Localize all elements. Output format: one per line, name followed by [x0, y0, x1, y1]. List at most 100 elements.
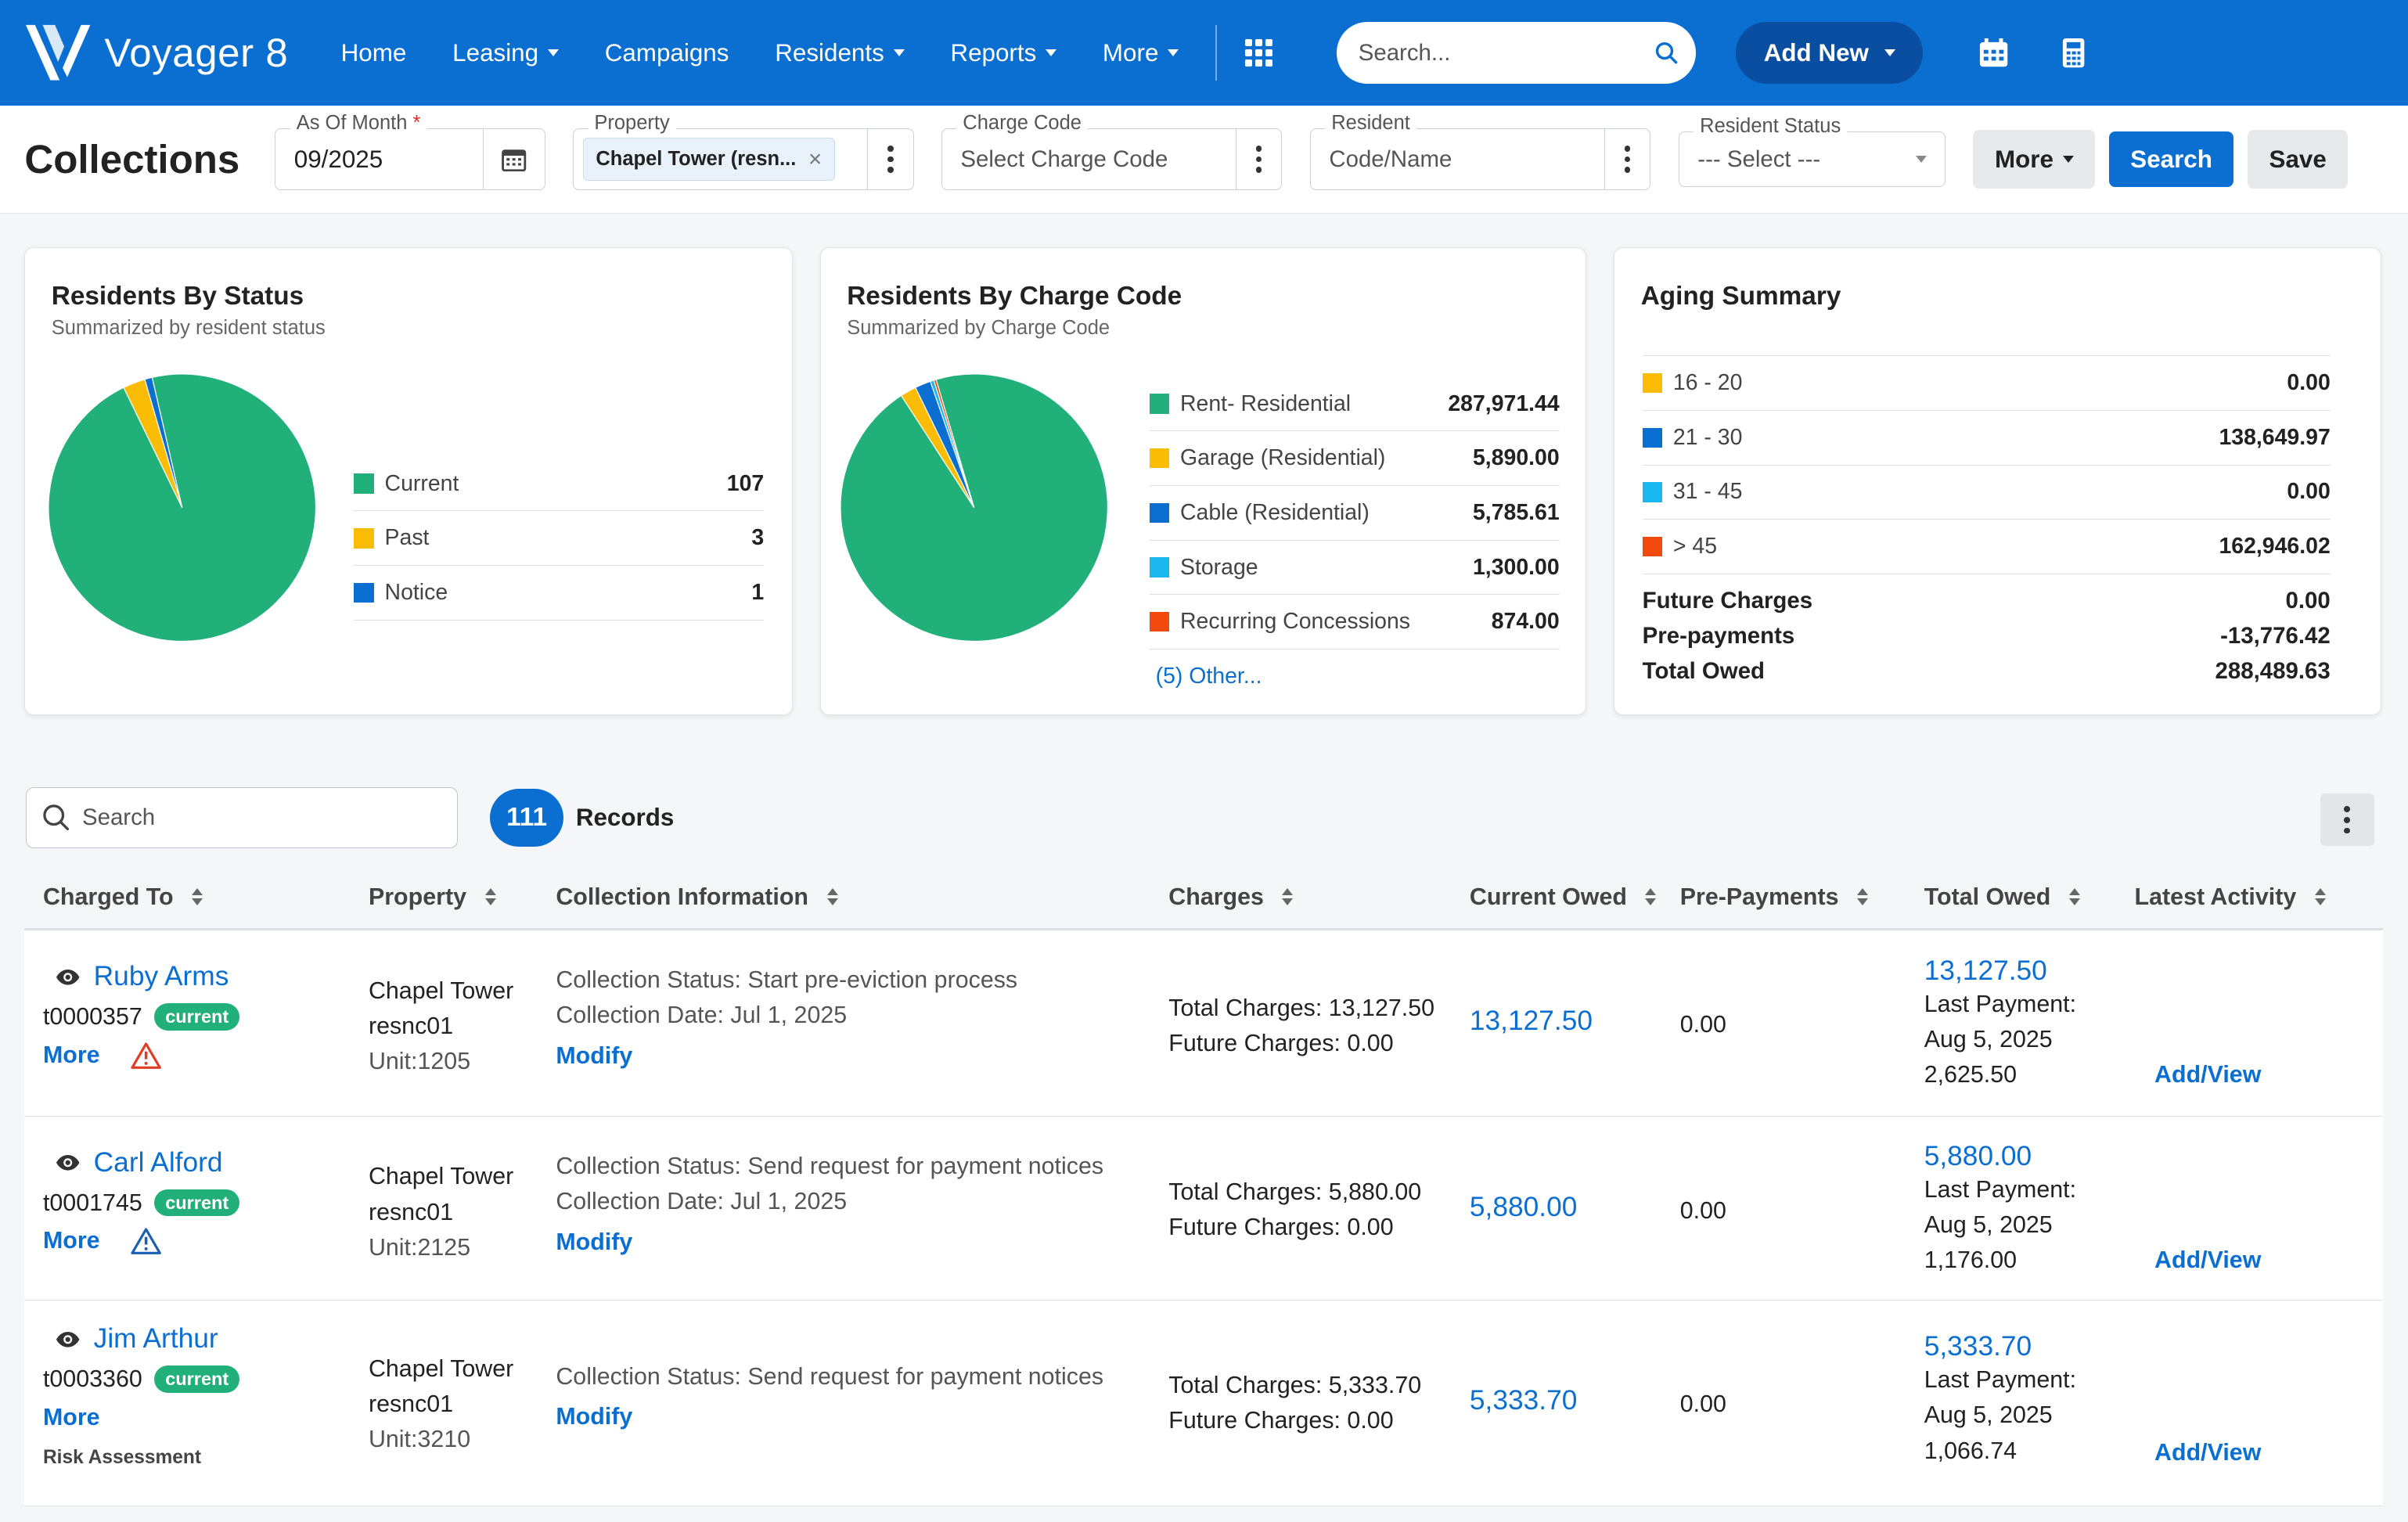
apps-grid-icon[interactable]: [1244, 39, 1272, 67]
nav-leasing[interactable]: Leasing: [452, 39, 559, 67]
col-total-owed[interactable]: Total Owed: [1924, 883, 2135, 911]
legend-value: 874.00: [1491, 609, 1560, 635]
resident-name-link[interactable]: Carl Alford: [56, 1147, 369, 1178]
date-picker-button[interactable]: [483, 129, 544, 189]
col-property[interactable]: Property: [369, 883, 556, 911]
resident-status-select[interactable]: --- Select ---: [1678, 131, 1946, 187]
caret-down-icon: [547, 49, 559, 56]
warning-icon[interactable]: [131, 1227, 161, 1255]
search-icon[interactable]: [1655, 40, 1678, 66]
col-charges[interactable]: Charges: [1168, 883, 1470, 911]
resident-input[interactable]: Code/Name: [1329, 146, 1452, 172]
aging-row: > 45 162,946.02: [1642, 520, 2331, 574]
legend-value: 5,785.61: [1472, 499, 1560, 525]
current-owed-cell: 5,333.70: [1470, 1301, 1680, 1506]
current-owed-link[interactable]: 5,333.70: [1469, 1384, 1578, 1416]
caret-down-icon: [1168, 49, 1179, 56]
table-header: Charged To Property Collection Informati…: [24, 866, 2384, 931]
nav-divider: [1215, 25, 1218, 81]
other-charge-codes-link[interactable]: (5) Other...: [1155, 663, 1262, 689]
add-new-button[interactable]: Add New: [1736, 22, 1923, 84]
total-charges: Total Charges: 5,333.70: [1168, 1372, 1422, 1399]
resident-name-link[interactable]: Ruby Arms: [56, 961, 369, 992]
status-badge: current: [154, 1189, 239, 1217]
charged-to-cell: Ruby Arms t0000357 current More: [24, 930, 369, 1115]
nav-home[interactable]: Home: [341, 39, 407, 67]
more-filters-button[interactable]: More: [1973, 130, 2096, 189]
card-subtitle: Summarized by resident status: [51, 317, 326, 340]
col-current-owed[interactable]: Current Owed: [1470, 883, 1680, 911]
caret-down-icon: [1884, 49, 1895, 56]
eye-icon[interactable]: [56, 1153, 80, 1172]
brand-logo[interactable]: Voyager 8: [24, 22, 316, 83]
total-owed-link[interactable]: 5,880.00: [1924, 1140, 2032, 1171]
charge-code-input[interactable]: Select Charge Code: [960, 146, 1168, 172]
status-pie-chart: [48, 373, 316, 642]
resident-name: Carl Alford: [93, 1146, 223, 1178]
nav-more[interactable]: More: [1103, 39, 1179, 67]
table-options-button[interactable]: [2320, 793, 2374, 847]
add-view-link[interactable]: Add/View: [2154, 1060, 2262, 1088]
nav-residents[interactable]: Residents: [775, 39, 905, 67]
aging-label: 16 - 20: [1672, 370, 1743, 396]
col-latest-activity[interactable]: Latest Activity: [2135, 883, 2381, 911]
table-search[interactable]: [26, 786, 458, 849]
global-search[interactable]: [1337, 22, 1697, 84]
as-of-month-input[interactable]: 09/2025: [293, 145, 383, 173]
property-chip[interactable]: Chapel Tower (resn... ×: [582, 138, 835, 182]
nav-reports[interactable]: Reports: [950, 39, 1057, 67]
sort-icon: [1857, 888, 1869, 905]
legend-swatch: [354, 473, 374, 494]
modify-link[interactable]: Modify: [556, 1042, 633, 1070]
warning-icon[interactable]: [131, 1042, 161, 1069]
search-button[interactable]: Search: [2108, 131, 2234, 187]
last-payment-label: Last Payment:: [1924, 1175, 2077, 1203]
charge-code-label: Charge Code: [956, 111, 1088, 135]
kebab-icon: [2344, 806, 2351, 834]
table-search-input[interactable]: [81, 804, 442, 831]
card-title: Aging Summary: [1640, 282, 1841, 311]
last-payment-label: Last Payment:: [1924, 1366, 2077, 1394]
col-charged-to[interactable]: Charged To: [24, 883, 369, 911]
global-search-input[interactable]: [1358, 39, 1655, 67]
nav-campaigns[interactable]: Campaigns: [605, 39, 729, 67]
save-button[interactable]: Save: [2248, 130, 2349, 189]
legend-label: Notice: [384, 579, 448, 605]
resident-status-field: Resident Status --- Select ---: [1678, 114, 1946, 187]
current-owed-link[interactable]: 5,880.00: [1469, 1191, 1578, 1222]
legend-swatch: [354, 582, 374, 603]
resident-options-button[interactable]: [1604, 129, 1650, 189]
legend-value: 3: [751, 525, 765, 551]
charge-code-options-button[interactable]: [1235, 129, 1282, 189]
col-collection-info[interactable]: Collection Information: [556, 883, 1168, 911]
col-pre-payments[interactable]: Pre-Payments: [1680, 883, 1924, 911]
remove-chip-icon[interactable]: ×: [808, 146, 822, 172]
calendar-icon[interactable]: [1978, 38, 2009, 68]
modify-link[interactable]: Modify: [556, 1403, 633, 1430]
total-owed-link[interactable]: 5,333.70: [1924, 1331, 2032, 1362]
resident-name-link[interactable]: Jim Arthur: [56, 1323, 369, 1355]
modify-link[interactable]: Modify: [556, 1228, 633, 1255]
total-owed-cell: 5,333.70 Last Payment: Aug 5, 2025 1,066…: [1924, 1301, 2135, 1506]
total-owed-label: Total Owed: [1642, 658, 1766, 685]
eye-icon[interactable]: [56, 1330, 80, 1349]
charges-cell: Total Charges: 5,333.70 Future Charges: …: [1168, 1301, 1470, 1506]
total-owed-link[interactable]: 13,127.50: [1924, 955, 2047, 986]
property-options-button[interactable]: [866, 129, 913, 189]
page-title: Collections: [24, 137, 240, 182]
more-link[interactable]: More: [43, 1042, 369, 1069]
property-cell: Chapel Tower resnc01 Unit:2125: [369, 1117, 556, 1300]
legend-label: Garage (Residential): [1180, 445, 1386, 471]
more-link[interactable]: More: [42, 1403, 100, 1430]
eye-icon[interactable]: [56, 968, 80, 987]
current-owed-link[interactable]: 13,127.50: [1469, 1006, 1593, 1037]
caret-down-icon: [2062, 156, 2074, 163]
latest-activity-cell: Add/View: [2135, 930, 2381, 1115]
charges-cell: Total Charges: 5,880.00 Future Charges: …: [1168, 1117, 1470, 1300]
property-cell: Chapel Tower resnc01 Unit:3210: [369, 1301, 556, 1506]
calculator-icon[interactable]: [2058, 38, 2089, 68]
pre-payments-value: 0.00: [1679, 1196, 1726, 1224]
more-link[interactable]: More: [43, 1227, 369, 1255]
add-view-link[interactable]: Add/View: [2154, 1438, 2262, 1466]
add-view-link[interactable]: Add/View: [2154, 1247, 2262, 1274]
